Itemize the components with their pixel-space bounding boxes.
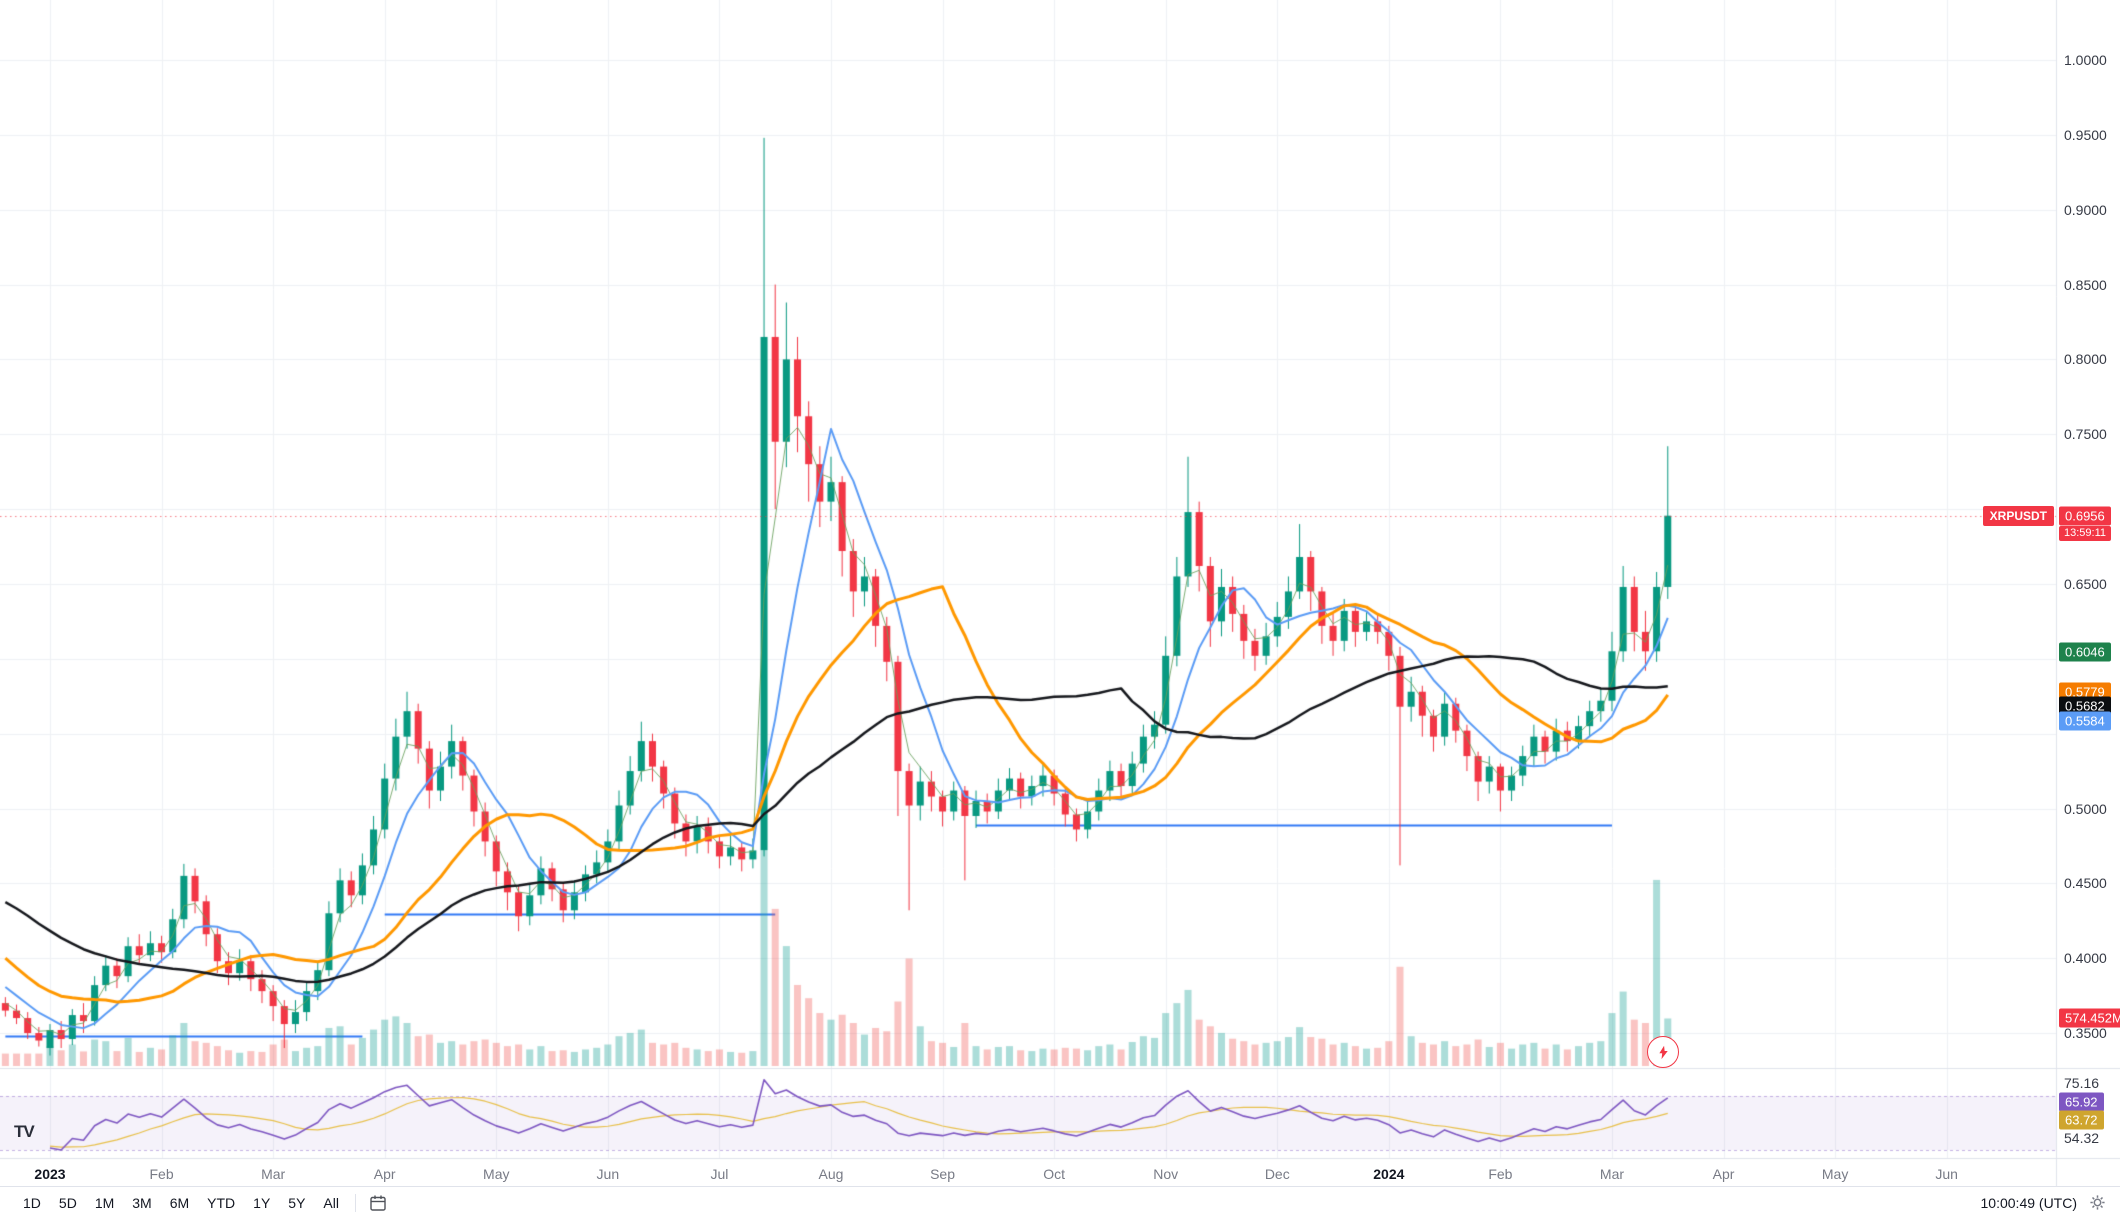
tradingview-logo[interactable]: TV [14, 1122, 35, 1141]
range-button-1y[interactable]: 1Y [244, 1191, 279, 1215]
time-axis-month-label: Jul [710, 1166, 729, 1182]
time-axis-month-label: May [483, 1166, 510, 1182]
range-button-3m[interactable]: 3M [123, 1191, 160, 1215]
time-axis-month-label: Feb [1488, 1166, 1513, 1182]
time-axis-month-label: Sep [930, 1166, 956, 1182]
time-axis-month-label: Aug [818, 1166, 844, 1182]
range-button-1m[interactable]: 1M [86, 1191, 123, 1215]
time-axis-month-label: Feb [149, 1166, 174, 1182]
price-tick-label: 0.3500 [2064, 1025, 2107, 1042]
time-axis-month-label: May [1821, 1166, 1849, 1182]
price-tick-label: 0.4500 [2064, 875, 2107, 892]
rsi-value-badge: 65.92 [2059, 1092, 2104, 1112]
rsi-scale-high-label: 75.16 [2064, 1075, 2100, 1091]
price-tick-label: 0.5000 [2064, 800, 2107, 817]
range-button-1d[interactable]: 1D [14, 1191, 50, 1215]
time-axis-month-label: Apr [1712, 1166, 1735, 1182]
price-tick-label: 0.8000 [2064, 351, 2107, 368]
calendar-icon [370, 1195, 386, 1211]
gear-icon[interactable] [2089, 1194, 2106, 1211]
price-tick-label: 0.7500 [2064, 426, 2107, 443]
time-axis-month-label: Nov [1153, 1166, 1179, 1182]
price-tick-label: 0.8500 [2064, 276, 2107, 293]
bottom-toolbar: 1D 5D 1M 3M 6M YTD 1Y 5Y All 10:00:49 (U… [0, 1186, 2120, 1218]
ma-badge-orange: 0.5779 [2059, 682, 2111, 702]
price-tick-label: 0.9000 [2064, 201, 2107, 218]
range-button-all[interactable]: All [314, 1191, 348, 1215]
price-tick-label: 0.9500 [2064, 126, 2107, 143]
time-axis-month-label: Oct [1043, 1166, 1066, 1182]
range-button-6m[interactable]: 6M [161, 1191, 198, 1215]
flash-icon[interactable] [1647, 1036, 1679, 1068]
time-axis-year-label: 2024 [1373, 1166, 1405, 1182]
time-axis-month-label: Dec [1264, 1166, 1290, 1182]
rsi-ma-badge: 63.72 [2059, 1110, 2104, 1130]
price-tick-label: 0.4000 [2064, 950, 2107, 967]
candle-countdown-badge: 13:59:11 [2059, 525, 2112, 541]
current-price-badge: 0.6956 [2059, 506, 2111, 526]
price-chart-canvas[interactable] [0, 0, 2120, 1186]
time-axis-month-label: Apr [373, 1166, 396, 1182]
range-button-ytd[interactable]: YTD [198, 1191, 244, 1215]
time-axis-month-label: Mar [1599, 1166, 1625, 1182]
clock-label: 10:00:49 (UTC) [1980, 1194, 2077, 1211]
range-button-5d[interactable]: 5D [50, 1191, 86, 1215]
ma-badge-blue: 0.5584 [2059, 711, 2111, 731]
lightning-bolt-icon [1658, 1045, 1668, 1059]
toolbar-divider [354, 1193, 356, 1212]
time-axis-year-label: 2023 [34, 1166, 66, 1182]
ma-badge-black: 0.5682 [2059, 696, 2111, 716]
time-axis-month-label: Jun [1935, 1166, 1958, 1182]
ma-badge-green: 0.6046 [2059, 642, 2111, 662]
rsi-scale-low-label: 54.32 [2064, 1130, 2100, 1146]
go-to-date-button[interactable] [363, 1192, 393, 1214]
price-tick-label: 1.0000 [2064, 52, 2107, 68]
range-button-5y[interactable]: 5Y [279, 1191, 314, 1215]
ticker-badge: XRPUSDT [1982, 505, 2054, 526]
volume-badge: 574.452M [2059, 1008, 2120, 1028]
time-axis-month-label: Jun [596, 1166, 620, 1182]
time-axis-month-label: Mar [261, 1166, 286, 1182]
price-tick-label: 0.6500 [2064, 575, 2107, 592]
